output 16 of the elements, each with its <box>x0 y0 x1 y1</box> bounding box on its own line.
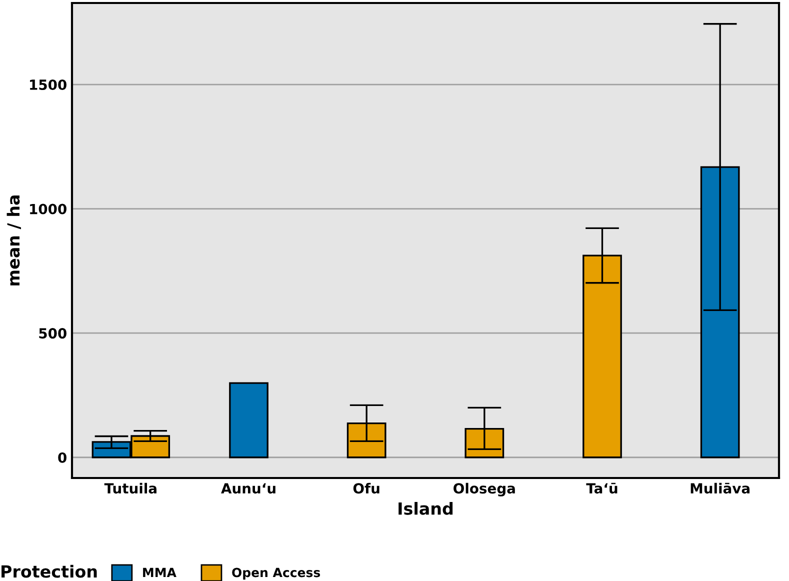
x-tick-label: Olosega <box>454 482 515 496</box>
legend-title: Protection <box>2 564 97 578</box>
bar <box>229 382 268 458</box>
y-axis-title: mean / ha <box>6 196 22 286</box>
legend-label: MMA <box>143 568 176 578</box>
x-tick-label: Muliāva <box>690 482 750 494</box>
y-tick-label: 0 <box>58 452 66 463</box>
y-tick-label: 1000 <box>30 204 66 214</box>
legend-label: Open Access <box>232 568 320 580</box>
y-tick-label: 500 <box>39 328 66 339</box>
x-axis-title: Island <box>398 502 453 515</box>
x-tick-label: Ofu <box>353 482 380 494</box>
y-tick-label: 1500 <box>30 79 66 90</box>
x-tick-label: Taʻū <box>586 482 618 494</box>
x-tick-label: Tutuila <box>104 482 156 494</box>
x-tick-label: Aunuʻu <box>221 483 276 494</box>
